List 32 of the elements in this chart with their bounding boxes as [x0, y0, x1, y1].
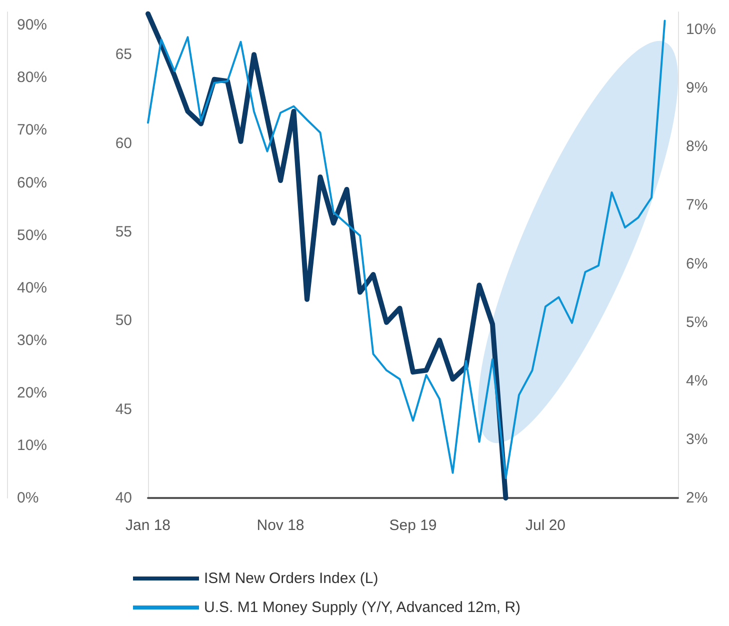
legend-label: ISM New Orders Index (L)	[204, 570, 378, 587]
y2-tick-label: 2%	[686, 490, 708, 506]
y2-tick-label: 7%	[686, 196, 708, 214]
y-tick-label: 50	[115, 312, 132, 330]
y-tick-label: 40	[115, 490, 132, 506]
y3-tick-label: 10%	[17, 436, 48, 454]
x-tick-label: Sep 19	[389, 517, 437, 534]
y-tick-label: 60	[115, 134, 132, 152]
x-tick-label: Jul 20	[525, 517, 566, 534]
x-tick-label: Jan 18	[125, 517, 171, 534]
y2-tick-label: 3%	[686, 430, 708, 448]
line-series	[147, 20, 666, 480]
legend-label: U.S. M1 Money Supply (Y/Y, Advanced 12m, R)	[204, 599, 521, 616]
x-tick-label: Nov 18	[256, 517, 304, 534]
y-tick-label: 65	[115, 46, 132, 64]
y2-tick-label: 10%	[686, 21, 716, 38]
y-tick-label: 55	[115, 223, 132, 240]
y-tick-label: 45	[115, 400, 132, 418]
y3-tick-label: 50%	[17, 226, 48, 244]
y2-tick-label: 8%	[686, 138, 708, 156]
y2-tick-label: 5%	[686, 314, 708, 331]
y3-tick-label: 60%	[17, 174, 48, 192]
y3-tick-label: 80%	[17, 69, 48, 86]
y3-tick-label: 30%	[17, 332, 48, 349]
y3-tick-label: 90%	[17, 16, 48, 34]
y2-tick-label: 9%	[686, 80, 708, 97]
y2-tick-label: 6%	[686, 255, 708, 272]
y3-tick-label: 0%	[17, 490, 39, 506]
y3-tick-label: 70%	[17, 122, 48, 139]
y2-tick-label: 4%	[686, 372, 708, 390]
y3-tick-label: 20%	[17, 384, 48, 402]
y3-tick-label: 40%	[17, 279, 48, 296]
